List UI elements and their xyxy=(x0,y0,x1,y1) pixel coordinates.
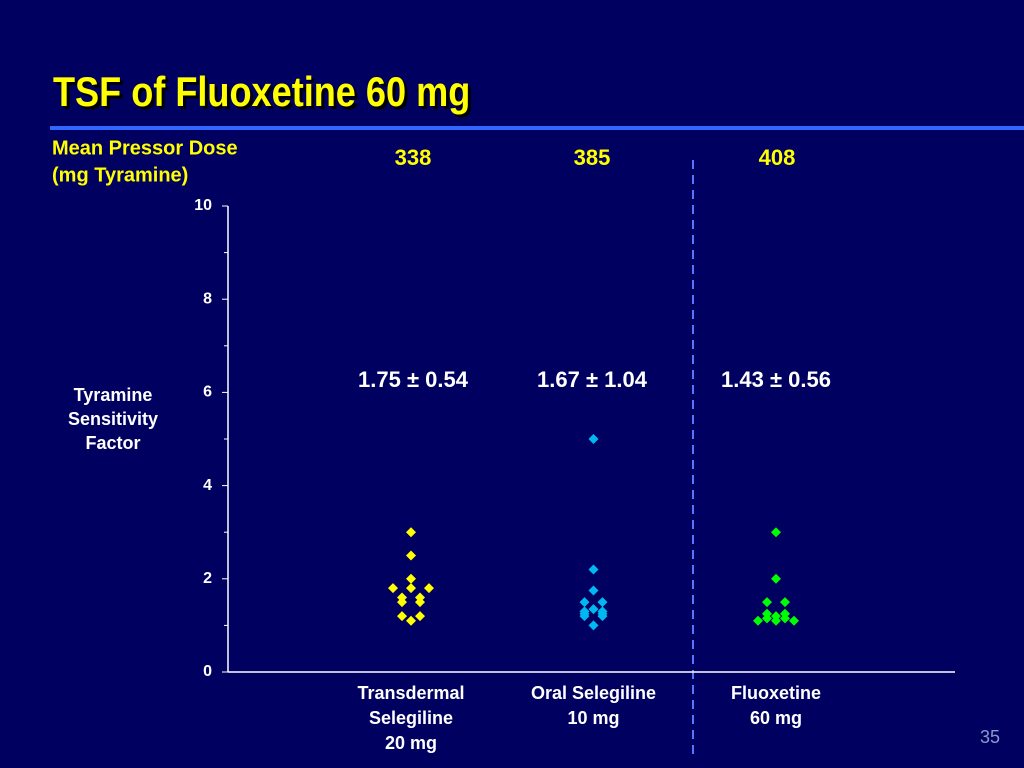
title-shadow: TSF of Fluoxetine 60 mg xyxy=(56,73,473,119)
y-tick-label: 10 xyxy=(194,197,212,214)
data-point xyxy=(771,573,781,584)
page-number: 35 xyxy=(980,727,1000,747)
data-point xyxy=(424,583,434,594)
x-tick-label: 20 mg xyxy=(385,733,437,753)
x-tick-label: Transdermal xyxy=(357,683,464,703)
data-point xyxy=(753,615,763,626)
data-point xyxy=(415,597,425,608)
data-point xyxy=(579,597,590,608)
data-point xyxy=(406,583,416,594)
data-point xyxy=(771,615,781,626)
x-tick-label: Fluoxetine xyxy=(731,683,821,703)
dose-value: 385 xyxy=(574,145,611,170)
summary-label: 1.67 ± 1.04 xyxy=(537,367,648,392)
x-tick-label: 10 mg xyxy=(567,708,619,728)
dose-label: Mean Pressor Dose xyxy=(52,137,238,159)
data-point xyxy=(588,564,599,575)
data-point xyxy=(762,613,772,624)
y-axis-label: Tyramine xyxy=(74,385,153,405)
y-tick-label: 2 xyxy=(203,570,212,587)
data-point xyxy=(415,611,425,622)
data-point xyxy=(406,573,416,584)
summary-label: 1.75 ± 0.54 xyxy=(358,367,469,392)
data-point xyxy=(771,527,781,538)
y-tick-label: 0 xyxy=(203,663,212,680)
data-point xyxy=(406,527,416,538)
dose-value: 338 xyxy=(395,145,432,170)
y-axis-label: Sensitivity xyxy=(68,409,158,429)
data-point xyxy=(588,604,599,615)
data-point xyxy=(789,615,799,626)
data-point xyxy=(597,611,608,622)
data-point xyxy=(762,597,772,608)
y-tick-label: 4 xyxy=(203,477,212,494)
data-point xyxy=(388,583,398,594)
data-point xyxy=(780,597,790,608)
title-rule xyxy=(50,126,1024,130)
summary-label: 1.43 ± 0.56 xyxy=(721,367,831,392)
x-tick-label: 60 mg xyxy=(750,708,802,728)
data-point xyxy=(780,613,790,624)
dose-value: 408 xyxy=(759,145,796,170)
x-tick-label: Selegiline xyxy=(369,708,453,728)
data-point xyxy=(588,585,599,596)
data-point xyxy=(397,611,407,622)
data-point xyxy=(406,550,416,561)
x-tick-label: Oral Selegiline xyxy=(531,683,656,703)
data-point xyxy=(588,620,599,631)
data-point xyxy=(397,597,407,608)
y-axis-label: Factor xyxy=(85,433,140,453)
data-point xyxy=(588,434,599,444)
y-tick-label: 8 xyxy=(203,290,212,307)
dose-label: (mg Tyramine) xyxy=(52,164,188,186)
y-tick-label: 6 xyxy=(203,384,212,401)
data-point xyxy=(579,611,590,622)
data-point xyxy=(406,615,416,626)
data-point xyxy=(597,597,608,608)
title: TSF of Fluoxetine 60 mg xyxy=(53,70,470,116)
